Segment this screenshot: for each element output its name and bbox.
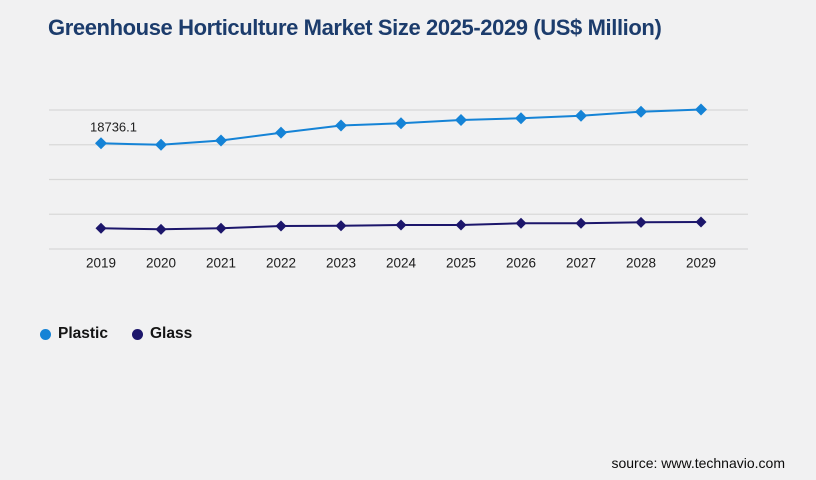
glass-data-point-marker [575, 217, 587, 229]
x-axis-label: 2026 [506, 256, 536, 271]
plastic-data-point-marker [155, 138, 167, 151]
x-axis-label: 2024 [386, 256, 417, 271]
source-attribution: source: www.technavio.com [611, 455, 785, 471]
plastic-data-point-marker [215, 134, 227, 147]
x-axis-label: 2027 [566, 256, 596, 271]
x-axis-label: 2022 [266, 256, 296, 271]
glass-data-point-marker [155, 223, 167, 235]
plastic-data-point-marker [275, 126, 287, 139]
glass-data-point-marker [215, 222, 227, 234]
chart-title: Greenhouse Horticulture Market Size 2025… [48, 15, 662, 40]
plastic-data-point-marker [695, 103, 707, 116]
plastic-data-point-marker [455, 113, 467, 126]
glass-data-point-marker [395, 219, 407, 231]
data-point-label: 18736.1 [90, 119, 137, 134]
glass-data-point-marker [95, 222, 107, 234]
x-axis-label: 2029 [686, 256, 716, 271]
x-axis-label: 2019 [86, 256, 116, 271]
glass-data-point-marker [275, 220, 287, 232]
x-axis-label: 2028 [626, 256, 656, 271]
plastic-data-point-marker [515, 112, 527, 125]
plastic-legend-label: Plastic [58, 325, 108, 342]
glass-data-point-marker [515, 217, 527, 229]
x-axis-label: 2020 [146, 256, 176, 271]
legend: Plastic Glass [40, 325, 192, 343]
glass-data-point-marker [335, 220, 347, 232]
plastic-data-point-marker [395, 117, 407, 130]
glass-data-point-marker [695, 216, 707, 228]
glass-data-point-marker [455, 219, 467, 231]
plastic-series-dot-icon [40, 328, 51, 340]
x-axis-label: 2021 [206, 256, 236, 271]
glass-data-point-marker [635, 216, 647, 228]
glass-legend-label: Glass [149, 325, 193, 342]
x-axis-label: 2025 [446, 256, 476, 271]
glass-series-dot-icon [131, 328, 143, 340]
plastic-data-point-marker [635, 105, 647, 118]
x-axis-label: 2023 [326, 256, 356, 271]
plastic-data-point-marker [95, 137, 107, 150]
legend-item-plastic: Plastic [40, 325, 108, 343]
plastic-data-point-marker [335, 119, 347, 132]
plastic-data-point-marker [575, 109, 587, 122]
legend-item-glass: Glass [131, 325, 193, 343]
